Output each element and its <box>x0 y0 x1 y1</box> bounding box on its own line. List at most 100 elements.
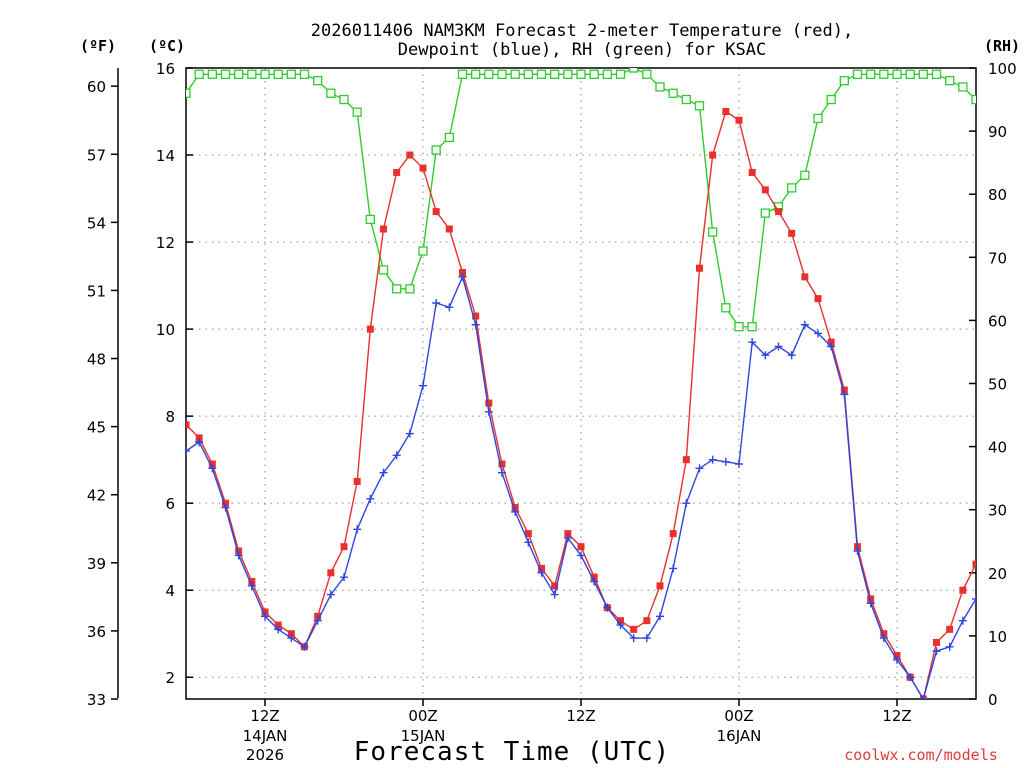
dewpoint-point <box>761 351 770 360</box>
dewpoint-point <box>419 381 427 390</box>
rh-series <box>186 68 976 332</box>
temperature-point <box>669 530 677 538</box>
temperature-point <box>656 582 664 590</box>
dewpoint-point <box>577 551 585 560</box>
credit-label: coolwx.com/models <box>844 746 998 764</box>
dewpoint-point <box>853 547 862 556</box>
rh-line <box>186 68 976 328</box>
temperature-point <box>195 434 203 442</box>
rh-point <box>392 284 402 294</box>
dewpoint-point <box>932 647 941 656</box>
dewpoint-point <box>537 568 546 577</box>
celsius-tick-label: 2 <box>165 669 175 687</box>
rh-axis: 0 10 20 30 40 50 60 70 80 90 100 <box>969 60 1017 709</box>
dewpoint-point <box>511 507 520 516</box>
dewpoint-point <box>432 298 441 307</box>
dewpoint-point <box>186 446 190 455</box>
dewpoint-point <box>866 599 875 608</box>
fahrenheit-tick-label: 48 <box>87 351 106 369</box>
temperature-point <box>577 543 585 551</box>
dewpoint-series <box>186 272 976 699</box>
dewpoint-point <box>366 494 375 503</box>
chart-title-line1: 2026011406 NAM3KM Forecast 2-meter Tempe… <box>311 21 853 41</box>
dewpoint-point <box>919 695 928 699</box>
rh-point <box>760 208 770 218</box>
rh-point <box>471 69 481 79</box>
dewpoint-point <box>800 320 809 329</box>
dewpoint-point <box>774 342 783 351</box>
rh-point <box>800 170 810 180</box>
rh-point <box>286 69 296 79</box>
dewpoint-point <box>656 612 664 621</box>
dewpoint-point <box>445 303 454 312</box>
dewpoint-point <box>221 503 230 512</box>
celsius-tick-label: 10 <box>156 321 175 339</box>
rh-point <box>668 88 678 98</box>
rh-point <box>589 69 599 79</box>
dewpoint-point <box>353 525 362 534</box>
rh-tick-label: 0 <box>988 691 998 709</box>
time-tick-date: 14JAN <box>243 727 288 745</box>
rh-point <box>813 113 823 124</box>
dewpoint-point <box>326 590 335 599</box>
dewpoint-point <box>379 468 388 477</box>
rh-point <box>273 69 283 79</box>
rh-point <box>405 284 415 294</box>
rh-point <box>352 107 362 117</box>
rh-tick-label: 100 <box>988 60 1017 78</box>
dewpoint-point <box>879 634 888 643</box>
celsius-tick-label: 4 <box>165 582 175 600</box>
rh-point <box>787 183 797 193</box>
rh-point <box>958 82 968 92</box>
dewpoint-point <box>563 533 572 542</box>
dewpoint-point <box>629 634 638 643</box>
temperature-point <box>353 477 361 485</box>
temperature-point <box>248 578 256 586</box>
rh-point <box>536 69 547 79</box>
time-tick-label: 12Z <box>566 707 595 725</box>
dewpoint-point <box>603 603 612 612</box>
rh-point <box>615 69 626 79</box>
rh-tick-label: 60 <box>988 312 1007 330</box>
time-tick-label: 00Z <box>408 707 437 725</box>
temperature-point <box>735 116 743 124</box>
dewpoint-point <box>695 464 704 473</box>
rh-point <box>971 94 976 105</box>
celsius-tick-label: 12 <box>156 234 175 252</box>
temperature-point <box>261 608 269 616</box>
temperature-point <box>472 312 480 320</box>
rh-point <box>721 303 731 313</box>
rh-point <box>931 69 942 79</box>
rh-tick-label: 10 <box>988 628 1007 646</box>
temperature-point <box>287 630 295 638</box>
temperature-point <box>617 617 624 625</box>
fahrenheit-tick-label: 42 <box>87 487 106 505</box>
rh-point <box>510 69 520 79</box>
celsius-tick-label: 8 <box>165 408 175 426</box>
fahrenheit-tick-label: 33 <box>87 691 106 709</box>
temperature-point <box>222 499 229 507</box>
time-tick-label: 00Z <box>724 707 753 725</box>
rh-point <box>642 69 652 79</box>
dewpoint-point <box>787 351 796 360</box>
fahrenheit-tick-label: 45 <box>87 419 106 437</box>
temperature-point <box>485 399 493 407</box>
rh-point <box>457 69 468 79</box>
rh-point <box>220 69 231 79</box>
celsius-tick-label: 6 <box>165 495 175 513</box>
rh-point <box>326 88 336 98</box>
dewpoint-point <box>972 594 976 603</box>
rh-tick-label: 20 <box>988 565 1007 583</box>
series-layer <box>186 68 976 699</box>
temperature-point <box>340 543 348 551</box>
time-tick-label: 12Z <box>882 707 911 725</box>
temperature-point <box>274 621 282 629</box>
dewpoint-point <box>827 342 836 351</box>
temperature-point <box>590 573 598 581</box>
rh-point <box>418 246 428 256</box>
temperature-point <box>445 225 453 233</box>
rh-point <box>497 69 507 79</box>
fahrenheit-tick-label: 57 <box>87 146 106 164</box>
dewpoint-point <box>550 590 559 599</box>
celsius-unit-label: (ºC) <box>149 37 185 55</box>
